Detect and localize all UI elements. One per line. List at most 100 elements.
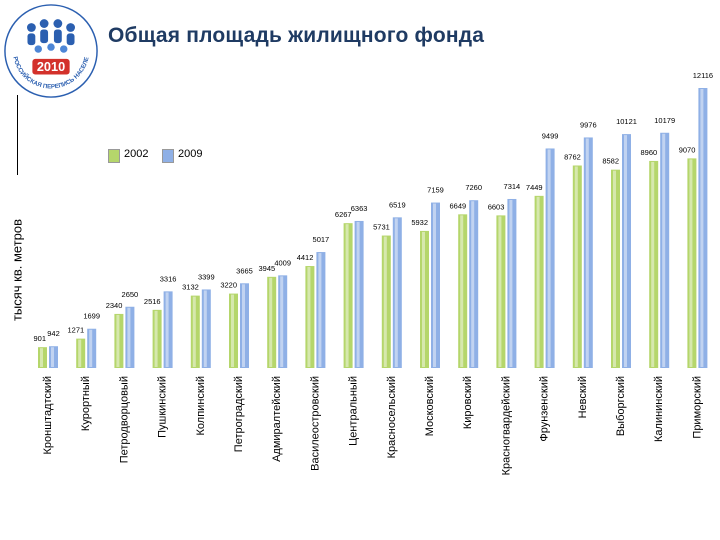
data-label-2009-14: 9976 [580, 120, 597, 129]
data-label-2002-15: 8582 [602, 157, 619, 166]
bar-highlight-2009-7 [318, 253, 322, 367]
bar-highlight-2002-1 [78, 339, 82, 367]
bar-highlight-2002-3 [154, 310, 158, 367]
bar-highlight-2002-15 [613, 170, 616, 367]
data-label-2009-13: 9499 [542, 131, 559, 140]
bar-2002-10 [420, 230, 429, 368]
data-label-2009-12: 7314 [504, 182, 521, 191]
bar-highlight-2009-0 [51, 347, 54, 367]
data-label-2009-16: 10179 [654, 116, 675, 125]
bar-highlight-2002-9 [383, 236, 387, 367]
category-label-3: Пушкинский [157, 376, 169, 438]
data-label-2002-11: 6649 [450, 201, 467, 210]
bar-highlight-2009-15 [624, 135, 627, 367]
data-label-2002-6: 3945 [259, 264, 276, 273]
category-label-7: Василеостровский [309, 376, 321, 471]
bar-highlight-2009-17 [700, 89, 704, 367]
category-label-11: Кировский [462, 376, 474, 429]
data-label-2002-3: 2516 [144, 297, 161, 306]
data-label-2009-17: 12116 [693, 71, 713, 80]
bar-2009-8 [354, 220, 364, 368]
bar-2002-6 [267, 276, 277, 368]
data-label-2002-7: 4412 [297, 253, 314, 262]
bar-2009-4 [201, 289, 211, 368]
bar-highlight-2009-3 [165, 292, 169, 367]
legend-swatch-2009 [162, 149, 174, 163]
bar-highlight-2009-14 [585, 138, 589, 367]
data-label-2009-11: 7260 [465, 183, 482, 192]
data-label-2002-12: 6603 [488, 202, 505, 211]
bar-2009-13 [545, 148, 555, 368]
data-label-2009-3: 3316 [160, 274, 177, 283]
bar-2009-16 [660, 132, 670, 368]
logo-year: 2010 [37, 59, 65, 74]
bar-2009-10 [431, 202, 440, 368]
bar-highlight-2009-2 [127, 307, 131, 367]
data-label-2009-1: 1699 [83, 312, 100, 321]
data-label-2002-14: 8762 [564, 153, 581, 162]
bar-highlight-2009-11 [471, 201, 475, 367]
data-label-2009-10: 7159 [427, 186, 444, 195]
legend-label-2002: 2002 [124, 148, 149, 160]
legend-swatch-2002 [108, 149, 120, 163]
bar-2002-2 [114, 313, 124, 368]
category-label-5: Петроградский [233, 376, 245, 452]
bar-highlight-2002-2 [116, 314, 120, 367]
category-label-13: Фрунзенский [539, 376, 551, 442]
bar-2009-17 [698, 88, 708, 368]
bar-2002-7 [305, 266, 315, 368]
bar-highlight-2009-9 [394, 218, 398, 367]
bar-2009-5 [240, 283, 249, 368]
bar-2002-16 [649, 160, 659, 368]
data-label-2009-15: 10121 [616, 117, 637, 126]
bar-highlight-2009-10 [433, 203, 436, 367]
bar-highlight-2002-7 [307, 267, 311, 367]
bar-highlight-2009-5 [242, 284, 245, 367]
bar-highlight-2002-4 [192, 296, 196, 367]
census-logo: 2010 ВСЕРОССИЙСКАЯ ПЕРЕПИСЬ НАСЕЛЕНИЯ [2, 2, 98, 98]
bar-highlight-2002-11 [460, 215, 464, 367]
category-label-17: Приморский [691, 376, 703, 439]
bar-2009-1 [87, 328, 97, 368]
data-label-2009-0: 942 [47, 329, 60, 338]
page-title: Общая площадь жилищного фонда [108, 24, 485, 47]
bar-highlight-2009-6 [280, 276, 284, 367]
data-label-2002-16: 8960 [641, 148, 658, 157]
bar-2002-0 [38, 347, 47, 368]
data-label-2009-9: 6519 [389, 200, 406, 209]
bar-2002-5 [229, 293, 238, 368]
bar-highlight-2002-14 [574, 166, 578, 367]
bar-highlight-2009-1 [89, 329, 93, 367]
bar-2002-3 [152, 309, 162, 368]
data-label-2002-13: 7449 [526, 183, 543, 192]
people-icon [26, 19, 76, 53]
bar-2002-13 [534, 195, 544, 368]
data-label-2002-4: 3132 [182, 283, 199, 292]
category-label-14: Невский [577, 376, 589, 418]
data-label-2002-9: 5731 [373, 223, 390, 232]
bar-2002-15 [611, 169, 620, 368]
bar-highlight-2002-10 [422, 231, 425, 367]
bar-highlight-2009-12 [509, 199, 513, 367]
legend-label-2009: 2009 [178, 148, 203, 160]
bar-2002-11 [458, 214, 468, 368]
bar-highlight-2002-5 [231, 294, 234, 367]
category-label-10: Московский [424, 376, 436, 436]
bar-2002-17 [687, 158, 697, 368]
bar-2002-4 [190, 295, 200, 368]
data-label-2002-17: 9070 [679, 145, 696, 154]
data-label-2002-0: 901 [33, 334, 46, 343]
bar-2009-6 [278, 275, 288, 368]
category-label-4: Колпинский [195, 376, 207, 435]
data-label-2009-5: 3665 [236, 266, 253, 275]
data-label-2009-2: 2650 [122, 290, 139, 299]
bar-highlight-2002-13 [536, 196, 540, 367]
category-label-12: Красногвардейский [500, 376, 512, 475]
bar-highlight-2009-4 [203, 290, 207, 367]
bar-2002-8 [343, 223, 353, 368]
data-label-2002-5: 3220 [220, 281, 237, 290]
bar-highlight-2002-8 [345, 224, 349, 367]
bar-2002-14 [572, 165, 582, 368]
bar-highlight-2009-8 [356, 221, 360, 367]
